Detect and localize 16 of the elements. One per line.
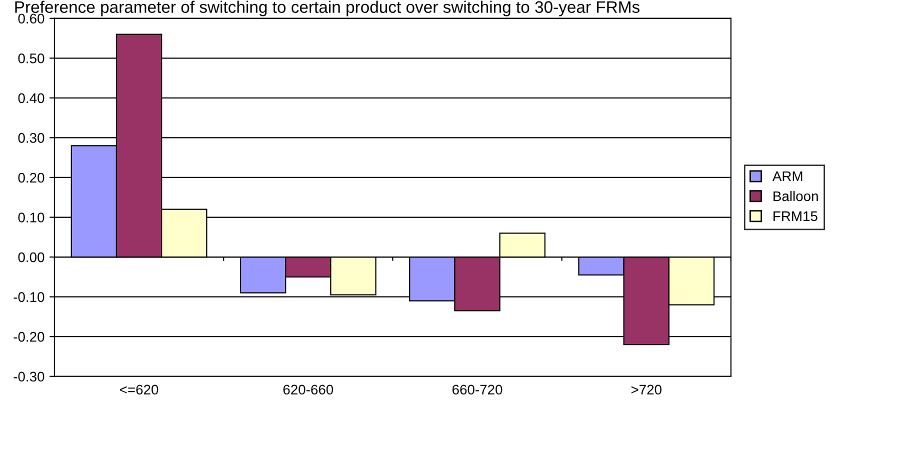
y-tick-label: 0.40 <box>18 93 44 104</box>
y-tick-label: 0.20 <box>18 172 44 183</box>
y-tick-label: 0.50 <box>18 53 44 64</box>
y-tick-label: 0.00 <box>18 252 44 262</box>
x-tick-label: 660-720 <box>452 384 502 395</box>
legend-label: ARM <box>772 171 802 182</box>
x-tick-label: <=620 <box>120 384 158 395</box>
x-tick-label: >720 <box>631 384 662 395</box>
y-tick-label: -0.30 <box>14 372 44 382</box>
legend-label: Balloon <box>774 190 818 202</box>
x-tick-label: 620-660 <box>283 384 334 395</box>
y-tick-label: 0.30 <box>18 133 44 143</box>
legend-label: FRM15 <box>774 211 818 222</box>
y-tick-label: -0.20 <box>14 332 44 342</box>
y-tick-label: 0.10 <box>18 212 44 222</box>
y-tick-label: -0.10 <box>14 292 44 302</box>
